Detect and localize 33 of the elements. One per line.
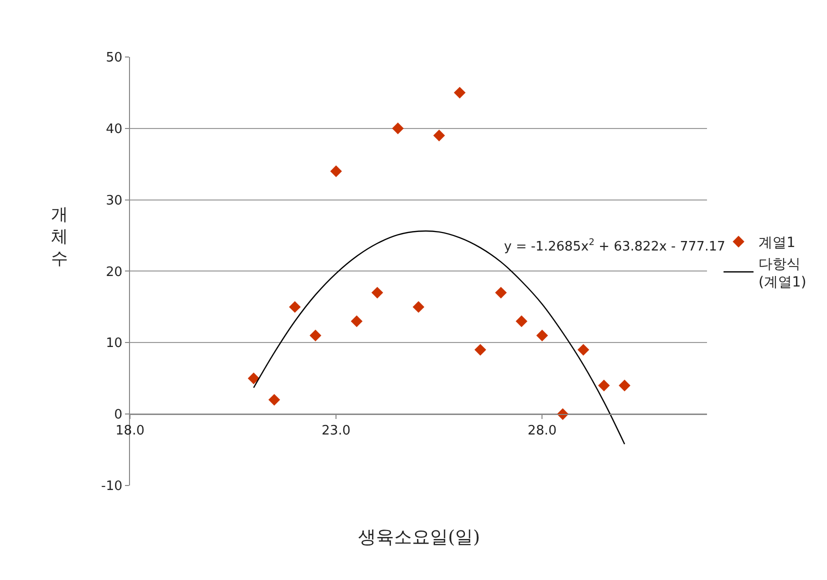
point xyxy=(248,372,260,384)
annotation: y = -1.2685x$^{2}$ + 63.822x - 777.17 xyxy=(504,238,726,254)
y-tick-label: 30 xyxy=(106,193,122,208)
y-axis-title: 개체수 xyxy=(51,205,68,270)
point xyxy=(474,344,486,356)
y-tick-label: 20 xyxy=(106,264,122,280)
y-tick-label: 10 xyxy=(106,336,122,352)
x-tick-label: 28.0 xyxy=(528,424,557,439)
y-tick-label: 40 xyxy=(106,122,122,137)
point xyxy=(618,380,630,392)
point xyxy=(433,130,445,142)
point xyxy=(268,394,280,406)
point xyxy=(578,344,590,356)
x-tick-label: 18.0 xyxy=(116,424,144,439)
y-tick-label: -10 xyxy=(101,479,122,494)
point xyxy=(350,315,363,328)
y-tick-label: 0 xyxy=(114,408,122,423)
point xyxy=(495,286,507,299)
point xyxy=(412,301,424,313)
x-tick-label: 23.0 xyxy=(322,424,351,439)
point xyxy=(330,165,342,178)
point xyxy=(536,330,548,342)
legend-label: 계열1 xyxy=(758,235,796,252)
legend-label: 다항식 (계열1) xyxy=(758,256,806,290)
point xyxy=(310,330,322,342)
point xyxy=(598,380,610,392)
point xyxy=(392,122,404,134)
point xyxy=(371,286,384,299)
point xyxy=(516,315,528,328)
y-tick-label: 50 xyxy=(106,50,122,66)
point xyxy=(454,86,466,99)
x-axis-title: 생육소요일(일) xyxy=(358,527,480,548)
point xyxy=(289,301,301,313)
